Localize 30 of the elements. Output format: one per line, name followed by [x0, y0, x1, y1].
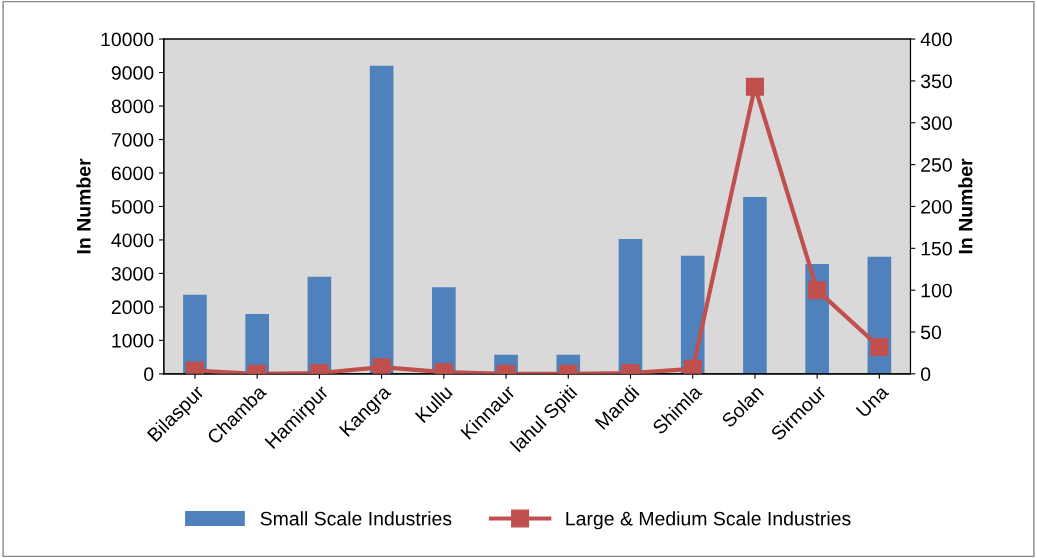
y2-tick-label: 100: [921, 283, 952, 298]
bar: [369, 65, 394, 374]
y-axis-title: In Number: [76, 158, 91, 254]
y-tick-label: 9000: [111, 66, 154, 80]
y-tick-label: 6000: [111, 166, 154, 181]
y-tick-label: 7000: [111, 132, 154, 147]
legend-label: Large & Medium Scale Industries: [566, 511, 851, 530]
y2-tick-label: 50: [920, 325, 942, 340]
y-tick-label: 10000: [101, 32, 154, 47]
y-tick-label: 0: [144, 367, 154, 382]
y-tick-label: 8000: [111, 99, 154, 114]
bar: [743, 197, 767, 374]
bar: [245, 313, 269, 374]
x-tick-label: Una: [855, 384, 890, 418]
y-tick-label: 4000: [111, 233, 154, 248]
bar: [618, 238, 643, 374]
y2-tick-label: 200: [921, 199, 952, 214]
legend-label: Small Scale Industries: [260, 511, 452, 526]
y2-tick-label: 0: [920, 367, 931, 382]
y2-tick-label: 300: [920, 116, 952, 130]
y2-axis-title: In Number: [958, 158, 973, 254]
y2-tick-label: 250: [921, 158, 952, 172]
bar: [307, 276, 332, 374]
y-tick-label: 1000: [112, 333, 154, 348]
y2-tick-label: 350: [920, 74, 952, 89]
y-tick-label: 3000: [111, 266, 154, 281]
y2-tick-label: 400: [920, 32, 952, 47]
y2-tick-label: 150: [921, 241, 952, 256]
y-tick-label: 2000: [111, 300, 154, 315]
y-tick-label: 5000: [111, 199, 154, 214]
